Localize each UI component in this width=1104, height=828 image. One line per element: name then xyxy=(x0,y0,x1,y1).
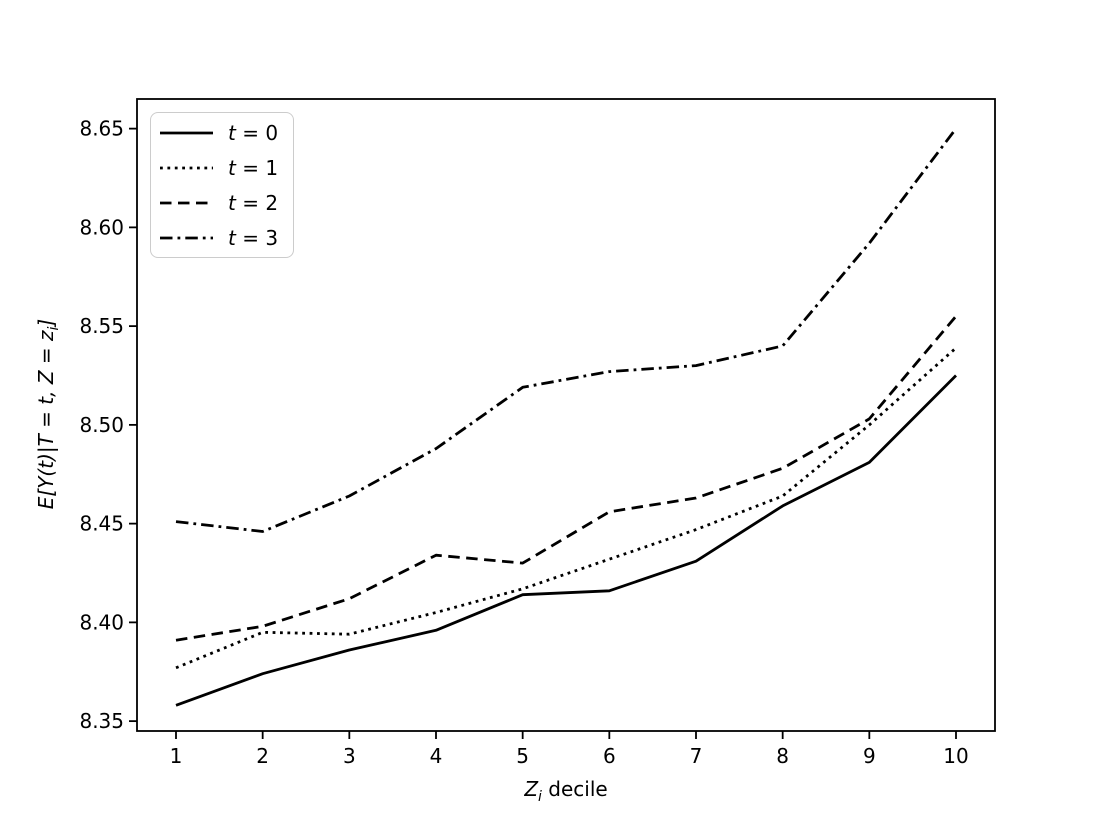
legend-item-t0: t = 0 xyxy=(160,115,293,150)
legend-label-var: t xyxy=(228,190,236,215)
x-tick-label: 8 xyxy=(776,744,789,768)
legend-label-rest: = 2 xyxy=(235,190,279,215)
x-tick-label: 10 xyxy=(943,744,968,768)
y-axis-label: E[Y(t)|T = t, Z = zi] xyxy=(34,114,62,714)
legend-label: t = 0 xyxy=(228,123,278,143)
x-tick-label: 4 xyxy=(430,744,443,768)
legend-line-sample-dotted xyxy=(160,166,213,169)
x-tick-label: 5 xyxy=(516,744,529,768)
legend-line-sample-solid xyxy=(160,131,213,134)
y-tick-label: 8.55 xyxy=(79,314,124,338)
legend-label-rest: = 0 xyxy=(235,120,279,145)
x-tick-label: 6 xyxy=(603,744,616,768)
x-tick-label: 3 xyxy=(343,744,356,768)
x-tick-label: 2 xyxy=(256,744,269,768)
legend-line-sample-dashed xyxy=(160,201,213,204)
legend-line-sample-dashdot xyxy=(160,236,213,239)
legend: t = 0 t = 1 t = 2 t = 3 xyxy=(150,112,294,258)
y-tick-label: 8.65 xyxy=(79,117,124,141)
axes-spines xyxy=(136,98,996,732)
x-tick-label: 1 xyxy=(170,744,183,768)
series-line-t=0 xyxy=(175,374,957,707)
legend-item-t3: t = 3 xyxy=(160,220,293,255)
legend-label-rest: = 1 xyxy=(235,155,279,180)
x-axis-label-sub: i xyxy=(538,789,542,805)
x-tick-label: 7 xyxy=(690,744,703,768)
legend-label-var: t xyxy=(228,120,236,145)
x-axis-label-rest: decile xyxy=(541,777,608,801)
x-axis-label: Zi decile xyxy=(137,777,995,805)
legend-label-var: t xyxy=(228,225,236,250)
series-line-t=2 xyxy=(175,315,958,642)
x-tick-label: 9 xyxy=(863,744,876,768)
legend-label: t = 3 xyxy=(228,228,278,248)
legend-label: t = 1 xyxy=(228,158,278,178)
series-line-t=1 xyxy=(175,346,957,670)
y-tick-label: 8.40 xyxy=(79,610,124,634)
y-axis-label-end: ] xyxy=(34,318,58,327)
y-tick-label: 8.45 xyxy=(79,512,124,536)
y-tick-label: 8.35 xyxy=(79,709,124,733)
legend-item-t1: t = 1 xyxy=(160,150,293,185)
legend-label-var: t xyxy=(228,155,236,180)
y-tick-label: 8.50 xyxy=(79,413,124,437)
x-axis-label-var: Z xyxy=(524,777,539,801)
legend-label-rest: = 3 xyxy=(235,225,279,250)
y-axis-label-main: E[Y(t)|T = t, Z = z xyxy=(34,330,58,510)
y-tick-label: 8.60 xyxy=(79,215,124,239)
series-line-t=3 xyxy=(175,127,958,533)
legend-label: t = 2 xyxy=(228,193,278,213)
legend-item-t2: t = 2 xyxy=(160,185,293,220)
y-axis-label-sub: i xyxy=(46,326,62,331)
